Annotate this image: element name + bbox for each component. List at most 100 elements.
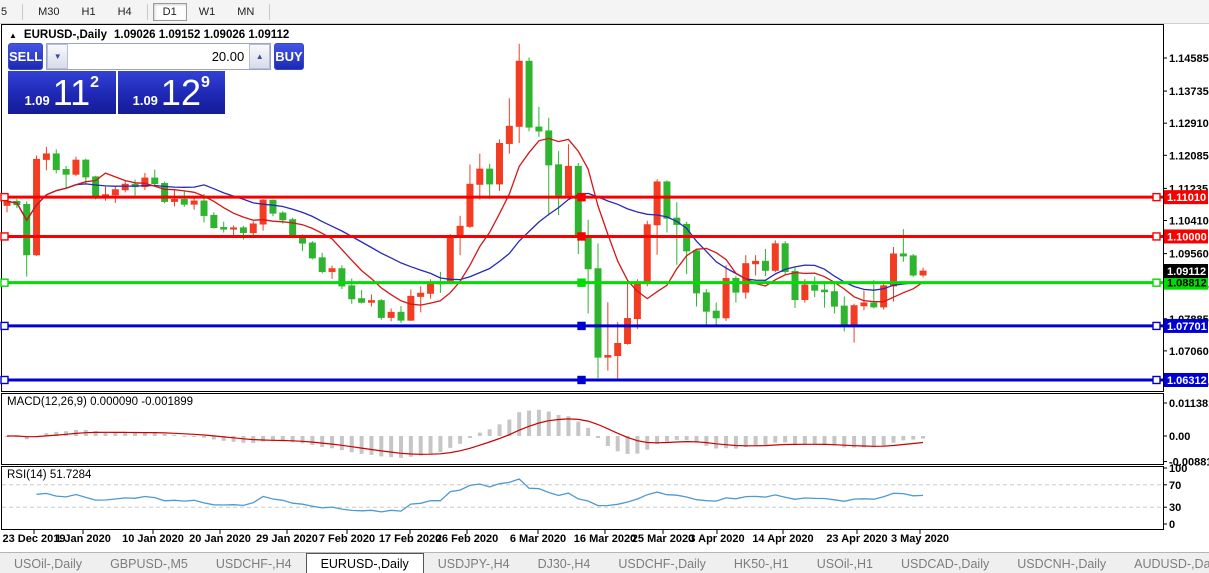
- svg-text:30: 30: [1169, 502, 1181, 514]
- high-value: 1.09152: [158, 29, 201, 41]
- line-handle[interactable]: [577, 232, 586, 241]
- line-handle[interactable]: [0, 232, 9, 241]
- svg-text:1.09560: 1.09560: [1169, 249, 1209, 261]
- sell-button[interactable]: SELL: [8, 43, 44, 70]
- svg-text:1.10410: 1.10410: [1169, 215, 1209, 227]
- svg-text:16 Mar 2020: 16 Mar 2020: [574, 533, 636, 545]
- svg-text:100: 100: [1169, 463, 1187, 475]
- buy-price-box[interactable]: 1.09 12 9: [117, 71, 225, 114]
- line-handle[interactable]: [0, 321, 9, 331]
- line-handle[interactable]: [0, 192, 9, 202]
- tab-gbpusd-m5[interactable]: GBPUSD-,M5: [110, 556, 188, 571]
- svg-text:1.07701: 1.07701: [1167, 321, 1207, 333]
- chart-symbol-label: EURUSD-,Daily: [23, 29, 107, 41]
- one-click-trading-panel: SELL ▼ ▲ BUY 1.09 11 2 1.09 12 9: [8, 43, 304, 114]
- tab-usdcnh-daily[interactable]: USDCNH-,Daily: [1017, 556, 1107, 571]
- svg-text:0.011381: 0.011381: [1169, 398, 1209, 410]
- tab-usdchf-h4[interactable]: USDCHF-,H4: [215, 556, 292, 571]
- horizontal-line-1.11010[interactable]: 1.11010: [0, 190, 1208, 205]
- timeframe-toolbar: 5 M30 H1 H4 D1 W1 MN: [0, 0, 1209, 24]
- macd-pane[interactable]: [1, 393, 1164, 465]
- rsi-line: [36, 478, 924, 513]
- low-value: 1.09026: [203, 29, 246, 41]
- svg-text:1.06312: 1.06312: [1167, 375, 1207, 387]
- collapse-panel-icon[interactable]: ▲: [9, 30, 17, 40]
- svg-text:1.12910: 1.12910: [1169, 118, 1209, 130]
- svg-text:29 Jan 2020: 29 Jan 2020: [256, 533, 318, 545]
- rsi-axis: 100 70 30 0: [1163, 463, 1187, 531]
- tab-usdcad-daily[interactable]: USDCAD-,Daily: [901, 556, 990, 571]
- volume-increase-button[interactable]: ▲: [249, 44, 271, 69]
- line-handle[interactable]: [1152, 375, 1161, 385]
- line-handle[interactable]: [1152, 321, 1161, 331]
- svg-text:1.11010: 1.11010: [1167, 192, 1206, 204]
- open-value: 1.09026: [114, 29, 156, 41]
- svg-text:1.14585: 1.14585: [1169, 53, 1209, 65]
- tab-usoil-h1[interactable]: USOil-,H1: [816, 556, 874, 571]
- svg-text:10 Jan 2020: 10 Jan 2020: [122, 533, 184, 545]
- tab-usoil-daily[interactable]: USOil-,Daily: [14, 556, 83, 571]
- tab-audusd-daily[interactable]: AUDUSD-,Daily: [1134, 556, 1209, 571]
- svg-text:1.09112: 1.09112: [1167, 266, 1206, 278]
- line-handle[interactable]: [577, 278, 586, 287]
- horizontal-line-1.08812[interactable]: 1.08812: [0, 275, 1208, 290]
- timeframe-button-5[interactable]: 5: [1, 5, 8, 18]
- sell-price-box[interactable]: 1.09 11 2: [8, 71, 116, 114]
- current-price-label: 1.09112: [1164, 264, 1208, 279]
- svg-text:6 Mar 2020: 6 Mar 2020: [510, 533, 566, 545]
- line-handle[interactable]: [577, 321, 586, 331]
- line-handle[interactable]: [577, 375, 586, 385]
- line-handle[interactable]: [0, 375, 9, 385]
- volume-input[interactable]: [68, 44, 250, 69]
- macd-main-value: 0.000090: [90, 396, 139, 408]
- buy-button[interactable]: BUY: [274, 43, 304, 70]
- line-handle[interactable]: [1152, 192, 1161, 202]
- line-handle[interactable]: [0, 278, 9, 287]
- svg-text:23 Dec 2019: 23 Dec 2019: [3, 533, 66, 545]
- svg-text:3 May 2020: 3 May 2020: [891, 533, 949, 545]
- volume-decrease-button[interactable]: ▼: [47, 44, 69, 69]
- line-handle[interactable]: [1152, 232, 1161, 241]
- svg-text:1.07060: 1.07060: [1169, 346, 1209, 358]
- svg-text:25 Mar 2020: 25 Mar 2020: [632, 533, 694, 545]
- macd-axis: 0.011381 0.00 -0.00881: [1163, 398, 1209, 469]
- svg-text:3 Apr 2020: 3 Apr 2020: [689, 533, 744, 545]
- timeframe-button-m30[interactable]: M30: [38, 5, 60, 18]
- svg-text:0: 0: [1169, 519, 1175, 531]
- buy-price-sup: 9: [200, 74, 210, 91]
- chart-tabs-bar: USOil-,Daily GBPUSD-,M5 USDCHF-,H4 EURUSD-,…: [0, 552, 1209, 573]
- ohlc-values: 1.09026 1.09152 1.09026 1.09112: [114, 29, 289, 41]
- horizontal-line-1.10000[interactable]: 1.10000: [0, 229, 1208, 244]
- horizontal-line-1.07701[interactable]: 1.07701: [0, 318, 1208, 333]
- toolbar-separator: [146, 3, 148, 20]
- svg-text:26 Feb 2020: 26 Feb 2020: [436, 533, 498, 545]
- timeframe-button-h1[interactable]: H1: [81, 5, 96, 18]
- timeframe-button-w1[interactable]: W1: [198, 5, 216, 18]
- ma-slow-line: [6, 183, 924, 291]
- sell-price-prefix: 1.09: [24, 93, 50, 108]
- tab-usdchf-daily[interactable]: USDCHF-,Daily: [618, 556, 706, 571]
- toolbar-separator: [22, 3, 24, 20]
- svg-text:1.12085: 1.12085: [1169, 150, 1209, 162]
- buy-price-big: 12: [160, 71, 201, 113]
- timeframe-button-mn[interactable]: MN: [237, 5, 255, 18]
- rsi-value: 51.7284: [49, 469, 92, 481]
- line-handle[interactable]: [577, 192, 586, 202]
- svg-text:7 Feb 2020: 7 Feb 2020: [319, 533, 375, 545]
- timeframe-button-d1[interactable]: D1: [152, 2, 187, 21]
- tab-usdjpy-h4[interactable]: USDJPY-,H4: [437, 556, 510, 571]
- tab-eurusd-daily[interactable]: EURUSD-,Daily: [305, 553, 424, 573]
- close-value: 1.09112: [248, 29, 290, 41]
- timeframe-button-h4[interactable]: H4: [117, 5, 132, 18]
- svg-text:-0.00881: -0.00881: [1169, 457, 1209, 469]
- macd-signal-value: -0.001899: [141, 396, 194, 408]
- tab-hk50-h1[interactable]: HK50-,H1: [733, 556, 789, 571]
- horizontal-line-1.06312[interactable]: 1.06312: [0, 372, 1208, 387]
- toolbar-separator: [269, 3, 271, 20]
- line-handle[interactable]: [1152, 278, 1161, 287]
- tab-dj30-h4[interactable]: DJ30-,H4: [537, 556, 591, 571]
- rsi-pane[interactable]: [1, 466, 1164, 530]
